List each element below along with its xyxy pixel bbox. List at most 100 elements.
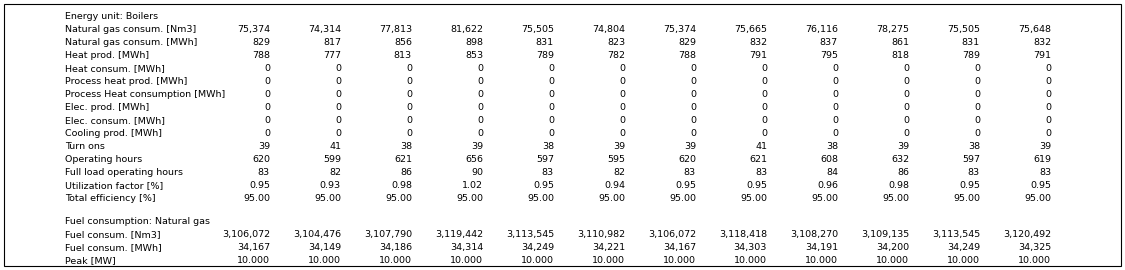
Text: 34,303: 34,303	[734, 243, 767, 252]
Text: 90: 90	[471, 168, 483, 177]
Text: 0: 0	[548, 64, 554, 73]
Text: 10.000: 10.000	[734, 256, 767, 265]
Text: 10.000: 10.000	[450, 256, 483, 265]
Text: 0.95: 0.95	[1030, 181, 1051, 190]
Text: 76,116: 76,116	[806, 25, 838, 34]
Text: 0: 0	[832, 129, 838, 138]
Text: 95.00: 95.00	[1024, 194, 1051, 203]
Text: 0: 0	[1045, 116, 1051, 125]
Text: 0: 0	[760, 64, 767, 73]
Text: Total efficiency [%]: Total efficiency [%]	[65, 194, 155, 203]
Text: 0: 0	[264, 90, 270, 99]
Text: 86: 86	[400, 168, 412, 177]
Text: 0: 0	[974, 103, 980, 112]
Text: 0.95: 0.95	[958, 181, 980, 190]
Text: 782: 782	[608, 51, 626, 60]
Text: 3,113,545: 3,113,545	[932, 230, 980, 239]
Text: 831: 831	[962, 38, 980, 47]
Text: 0: 0	[903, 90, 909, 99]
Text: 837: 837	[820, 38, 838, 47]
Text: 0.95: 0.95	[675, 181, 696, 190]
Text: 0: 0	[690, 116, 696, 125]
Text: 0: 0	[760, 77, 767, 86]
Text: 10.000: 10.000	[237, 256, 270, 265]
Text: 39: 39	[613, 142, 626, 151]
Text: 41: 41	[755, 142, 767, 151]
Text: Cooling prod. [MWh]: Cooling prod. [MWh]	[65, 129, 162, 138]
Text: 791: 791	[749, 51, 767, 60]
Text: 3,120,492: 3,120,492	[1002, 230, 1051, 239]
Text: 0: 0	[974, 129, 980, 138]
Text: 621: 621	[394, 155, 412, 164]
Text: 0: 0	[832, 64, 838, 73]
Text: 95.00: 95.00	[243, 194, 270, 203]
Text: 0: 0	[903, 64, 909, 73]
Text: 0: 0	[619, 90, 626, 99]
Text: 0: 0	[264, 129, 270, 138]
Text: 3,108,270: 3,108,270	[790, 230, 838, 239]
Text: 95.00: 95.00	[811, 194, 838, 203]
Text: 95.00: 95.00	[669, 194, 696, 203]
Text: 0: 0	[760, 103, 767, 112]
Text: 39: 39	[897, 142, 909, 151]
Text: 829: 829	[678, 38, 696, 47]
Text: 10.000: 10.000	[379, 256, 412, 265]
Text: 3,110,982: 3,110,982	[577, 230, 626, 239]
Text: 39: 39	[471, 142, 483, 151]
Text: 656: 656	[465, 155, 483, 164]
Text: 817: 817	[323, 38, 341, 47]
Text: 0: 0	[477, 77, 483, 86]
Text: 95.00: 95.00	[526, 194, 554, 203]
Text: 777: 777	[323, 51, 341, 60]
Text: 0: 0	[974, 90, 980, 99]
Text: 0: 0	[406, 129, 412, 138]
Text: 0: 0	[690, 103, 696, 112]
Text: Turn ons: Turn ons	[65, 142, 105, 151]
Text: 0: 0	[974, 77, 980, 86]
Text: 813: 813	[394, 51, 412, 60]
Text: 3,118,418: 3,118,418	[719, 230, 767, 239]
Text: 75,505: 75,505	[521, 25, 554, 34]
Text: 0.96: 0.96	[817, 181, 838, 190]
Text: 83: 83	[755, 168, 767, 177]
Text: 0: 0	[903, 103, 909, 112]
Text: 0: 0	[619, 103, 626, 112]
Text: 0.98: 0.98	[392, 181, 412, 190]
Text: 34,167: 34,167	[237, 243, 270, 252]
Text: Process Heat consumption [MWh]: Process Heat consumption [MWh]	[65, 90, 225, 99]
Text: 83: 83	[968, 168, 980, 177]
Text: 0: 0	[1045, 77, 1051, 86]
Text: 77,813: 77,813	[379, 25, 412, 34]
Text: Natural gas consum. [MWh]: Natural gas consum. [MWh]	[65, 38, 197, 47]
Text: 0: 0	[548, 90, 554, 99]
Text: 829: 829	[252, 38, 270, 47]
Text: 34,249: 34,249	[947, 243, 980, 252]
Text: 38: 38	[968, 142, 980, 151]
Text: 82: 82	[328, 168, 341, 177]
Text: 34,325: 34,325	[1018, 243, 1051, 252]
Text: 0: 0	[548, 116, 554, 125]
Text: 39: 39	[258, 142, 270, 151]
Text: 599: 599	[323, 155, 341, 164]
Text: 0: 0	[335, 103, 341, 112]
Text: 0: 0	[335, 64, 341, 73]
Text: 10.000: 10.000	[592, 256, 626, 265]
Text: Fuel consum. [MWh]: Fuel consum. [MWh]	[65, 243, 162, 252]
Text: Process heat prod. [MWh]: Process heat prod. [MWh]	[65, 77, 188, 86]
Text: 0.93: 0.93	[319, 181, 341, 190]
Text: 3,106,072: 3,106,072	[222, 230, 270, 239]
Text: 10.000: 10.000	[308, 256, 341, 265]
Text: 1.02: 1.02	[462, 181, 483, 190]
Text: 0: 0	[760, 116, 767, 125]
Text: 818: 818	[891, 51, 909, 60]
Text: 0: 0	[477, 116, 483, 125]
Text: 597: 597	[962, 155, 980, 164]
Text: 95.00: 95.00	[740, 194, 767, 203]
Text: 0: 0	[264, 116, 270, 125]
Text: 0.95: 0.95	[533, 181, 554, 190]
Text: 0: 0	[335, 77, 341, 86]
Text: 86: 86	[897, 168, 909, 177]
Text: 34,149: 34,149	[308, 243, 341, 252]
Text: 74,314: 74,314	[308, 25, 341, 34]
Text: 0: 0	[1045, 129, 1051, 138]
